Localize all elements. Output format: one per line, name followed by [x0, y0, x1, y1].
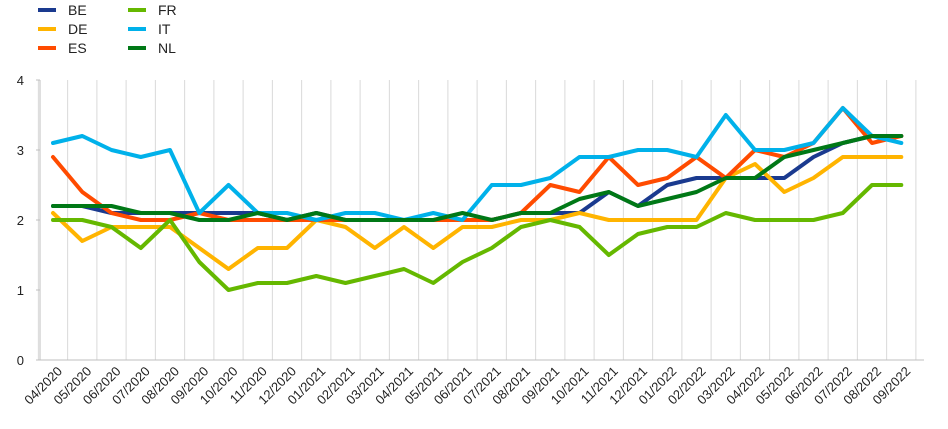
- legend-item-be: BE: [38, 2, 87, 18]
- legend-swatch: [38, 46, 56, 50]
- axes: [36, 79, 924, 361]
- series-line-fr: [51, 183, 904, 292]
- legend-item-de: DE: [38, 21, 87, 37]
- legend-swatch: [128, 27, 146, 31]
- legend-item-es: ES: [38, 40, 87, 56]
- series-line-it: [51, 106, 904, 222]
- y-tick-label: 4: [17, 73, 24, 88]
- x-tick-labels: 04/202005/202006/202007/202008/202009/20…: [21, 364, 913, 408]
- legend-label: NL: [158, 40, 176, 56]
- legend-swatch: [128, 46, 146, 50]
- y-tick-label: 0: [17, 353, 24, 368]
- y-tick-label: 2: [17, 213, 24, 228]
- y-tick-label: 3: [17, 143, 24, 158]
- legend-label: FR: [158, 2, 177, 18]
- legend-label: IT: [158, 21, 171, 37]
- legend: BE DE ES FR IT NL: [0, 0, 300, 60]
- series-line-nl: [51, 134, 904, 222]
- legend-swatch: [38, 27, 56, 31]
- legend-swatch: [38, 8, 56, 12]
- y-tick-label: 1: [17, 283, 24, 298]
- series-lines: [51, 106, 904, 292]
- legend-label: BE: [68, 2, 87, 18]
- legend-swatch: [128, 8, 146, 12]
- legend-item-nl: NL: [128, 40, 176, 56]
- y-tick-labels: 0 1 2 3 4: [17, 73, 24, 368]
- legend-label: ES: [68, 40, 87, 56]
- legend-item-fr: FR: [128, 2, 177, 18]
- legend-item-it: IT: [128, 21, 170, 37]
- legend-label: DE: [68, 21, 88, 37]
- series-line-de: [51, 155, 904, 271]
